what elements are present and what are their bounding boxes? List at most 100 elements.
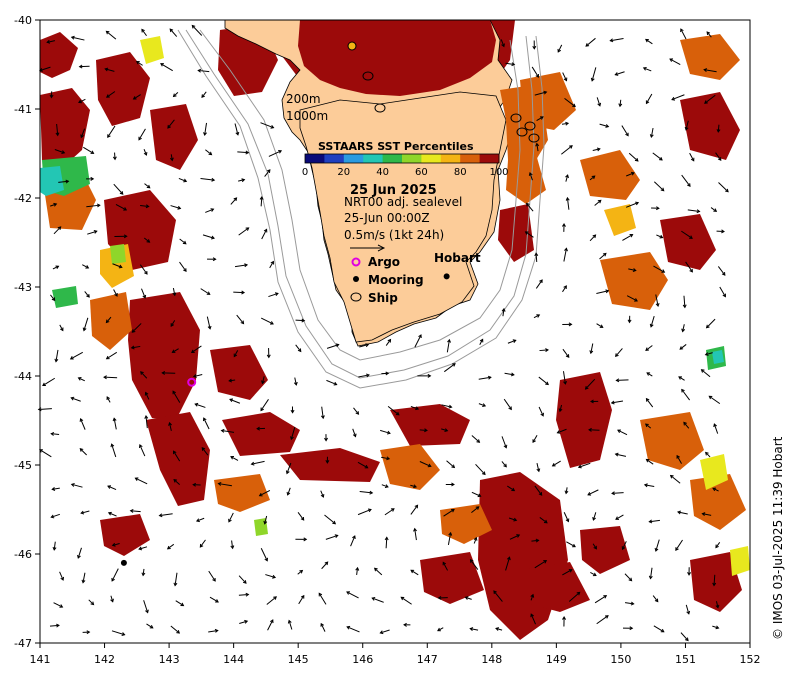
current-arrow-head <box>182 240 187 245</box>
current-arrow <box>625 202 639 208</box>
current-arrow-head <box>53 202 58 207</box>
current-arrow-head <box>78 64 83 69</box>
current-arrow <box>562 569 573 576</box>
current-arrow-head <box>264 557 269 562</box>
current-arrow-head <box>569 145 573 149</box>
current-arrow <box>589 234 596 242</box>
current-arrow-head <box>610 400 615 405</box>
current-arrow-head <box>511 62 516 67</box>
current-arrow-head <box>510 372 515 377</box>
current-arrow-head <box>588 427 592 432</box>
current-arrow-head <box>130 345 135 350</box>
current-arrow-head <box>146 184 151 189</box>
legend-swatch <box>402 154 422 163</box>
current-arrow <box>78 377 85 382</box>
current-arrow <box>502 308 505 317</box>
current-arrow-head <box>256 426 260 431</box>
current-arrow-head <box>681 388 685 393</box>
current-arrow <box>680 632 689 641</box>
current-arrow-head <box>645 347 649 351</box>
legend-frame <box>304 153 500 164</box>
current-arrow-head <box>59 327 64 332</box>
current-arrow-head <box>192 482 197 487</box>
sst-patch <box>440 504 492 544</box>
current-arrow-head <box>473 536 478 541</box>
current-arrow-head <box>364 464 369 469</box>
current-arrow-head <box>285 470 290 475</box>
current-arrow-head <box>669 474 674 479</box>
current-arrow <box>529 172 533 181</box>
current-arrow <box>683 295 686 308</box>
current-arrow <box>473 537 477 544</box>
current-arrow <box>320 623 326 632</box>
current-arrow-head <box>335 343 340 348</box>
current-arrow <box>229 379 236 382</box>
current-arrow <box>199 539 206 548</box>
current-arrow <box>596 323 603 328</box>
current-arrow <box>650 316 655 327</box>
legend-tick-label: 20 <box>337 167 350 178</box>
current-arrow <box>505 557 510 571</box>
current-arrow-head <box>481 471 486 476</box>
current-arrow-head <box>230 545 235 550</box>
current-arrow-head <box>630 171 635 176</box>
current-arrow-head <box>318 592 323 597</box>
current-arrow <box>260 196 263 207</box>
current-arrow <box>705 352 713 356</box>
current-arrow-head <box>540 412 544 417</box>
current-arrow <box>705 452 711 458</box>
sst-patch <box>380 444 440 490</box>
current-arrow <box>84 291 90 298</box>
current-arrow-head <box>194 402 199 407</box>
current-arrow-head <box>172 93 177 98</box>
current-arrow-head <box>642 66 647 71</box>
current-arrow <box>107 125 116 138</box>
current-arrow <box>471 491 481 497</box>
current-arrow <box>645 423 652 429</box>
current-arrow-head <box>199 543 204 548</box>
current-arrow <box>526 203 534 212</box>
current-arrow-head <box>565 174 569 179</box>
current-arrow-head <box>176 630 181 634</box>
current-arrow <box>218 483 232 487</box>
current-arrow <box>649 519 660 523</box>
current-arrow <box>552 460 561 467</box>
current-arrow-head <box>241 290 246 295</box>
current-arrow-head <box>683 421 687 426</box>
current-arrow <box>539 517 548 524</box>
current-arrow <box>106 396 111 403</box>
current-arrow-head <box>564 247 568 252</box>
current-arrow-head <box>183 268 187 273</box>
current-arrow-head <box>645 397 650 402</box>
current-arrow-head <box>530 613 534 618</box>
current-arrow <box>444 363 456 373</box>
current-arrow <box>530 594 534 601</box>
current-arrow-head <box>413 484 418 489</box>
current-arrow <box>78 98 86 103</box>
current-arrow-head <box>649 323 654 328</box>
current-arrow <box>359 491 373 494</box>
current-arrow-head <box>704 100 708 104</box>
current-arrow <box>680 28 687 40</box>
current-arrow <box>704 94 716 104</box>
current-arrow <box>414 334 422 348</box>
current-arrow-head <box>145 609 149 614</box>
sst-patch <box>600 252 668 310</box>
current-arrow <box>410 405 419 410</box>
current-arrow-head <box>70 396 75 401</box>
sst-patch <box>140 36 164 64</box>
current-arrow-head <box>645 100 650 105</box>
current-arrow-head <box>476 439 481 443</box>
legend-colorbar <box>304 153 500 164</box>
current-arrow <box>88 599 94 605</box>
current-arrow <box>202 234 215 239</box>
current-arrow-head <box>229 398 234 403</box>
current-arrow-head <box>207 325 212 330</box>
current-arrow <box>112 263 122 268</box>
current-arrow <box>479 339 484 346</box>
sst-patch <box>210 345 268 400</box>
current-arrow <box>643 67 652 72</box>
sst-patch <box>420 552 484 604</box>
current-arrow <box>535 253 538 262</box>
current-arrow <box>718 182 729 193</box>
